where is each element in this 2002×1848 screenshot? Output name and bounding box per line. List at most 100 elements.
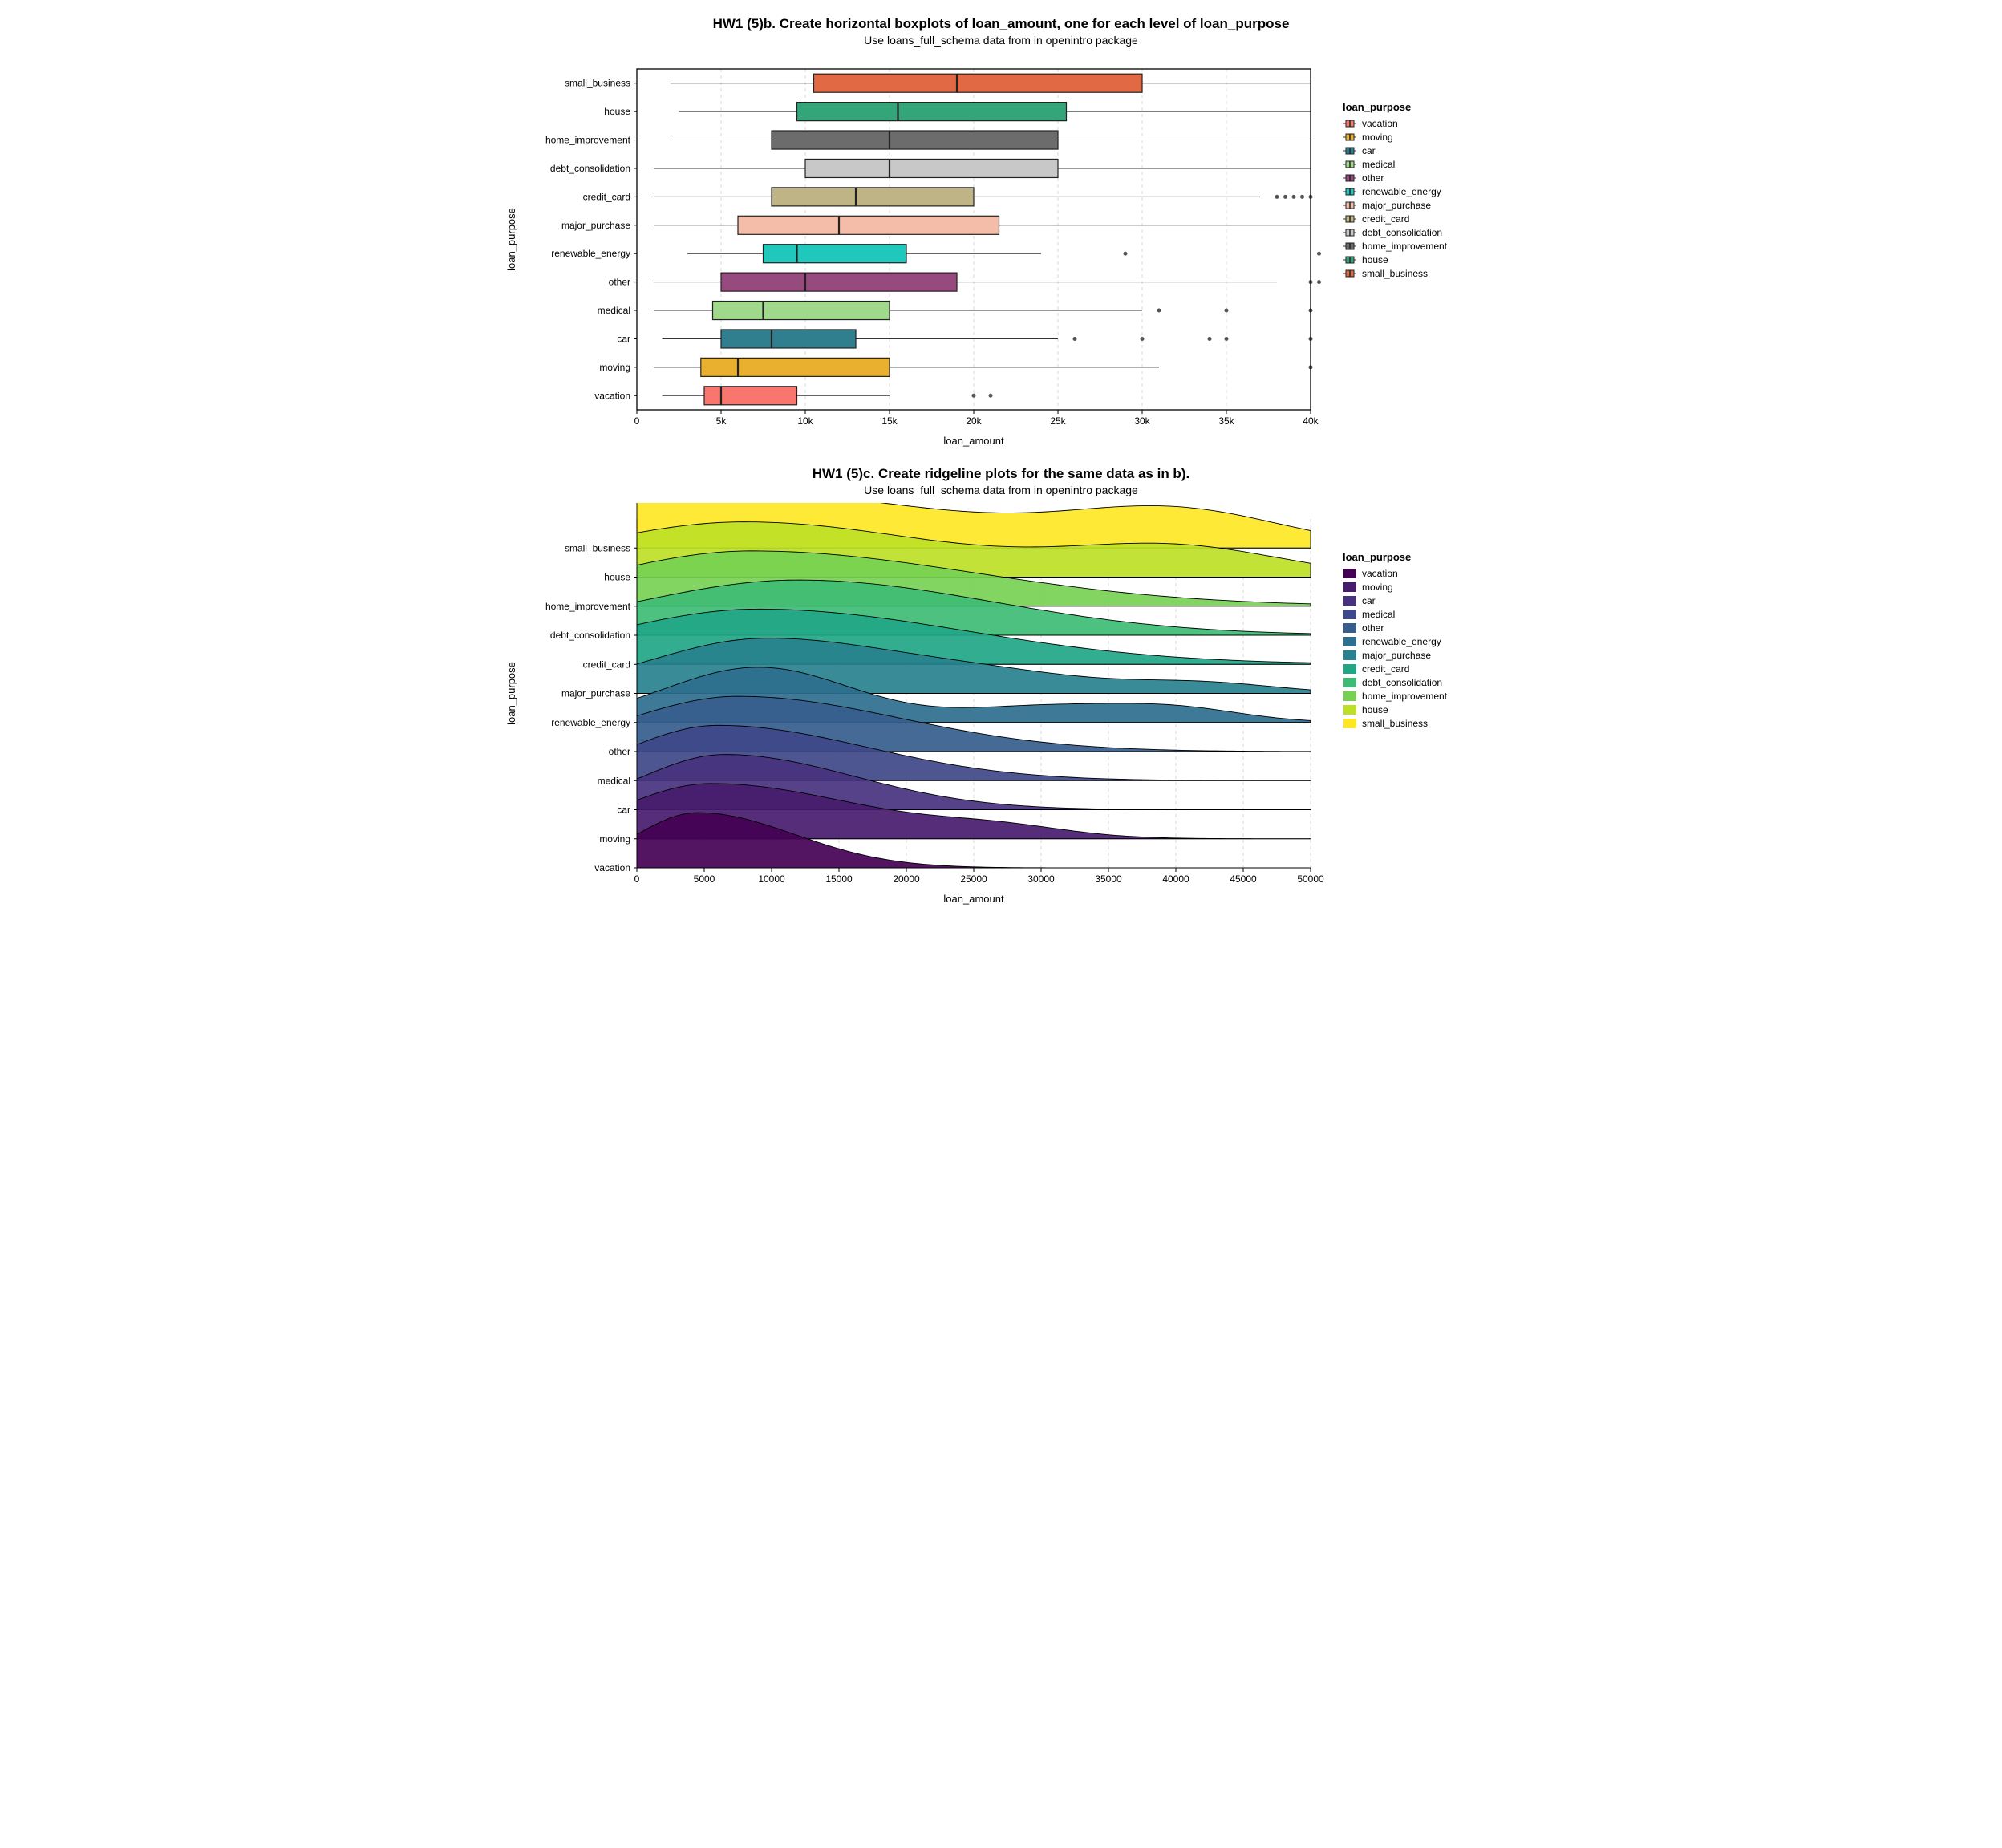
legend-swatch [1343, 241, 1357, 252]
legend-label: small_business [1362, 268, 1428, 279]
legend-item: house [1343, 254, 1447, 265]
svg-text:other: other [609, 746, 630, 757]
legend-label: vacation [1362, 568, 1398, 579]
svg-text:10000: 10000 [758, 873, 785, 885]
boxplot-subtitle: Use loans_full_schema data from in openi… [500, 34, 1502, 47]
boxplot-svg: 05k10k15k20k25k30k35k40kvacationmovingca… [500, 53, 1327, 454]
svg-text:30000: 30000 [1027, 873, 1055, 885]
svg-text:house: house [604, 106, 630, 117]
legend-label: major_purchase [1362, 200, 1431, 211]
svg-text:35000: 35000 [1095, 873, 1122, 885]
svg-text:home_improvement: home_improvement [545, 601, 631, 612]
svg-text:10k: 10k [797, 415, 813, 427]
legend-label: major_purchase [1362, 650, 1431, 661]
legend-label: renewable_energy [1362, 186, 1441, 197]
ridgeline-plot-area: 0500010000150002000025000300003500040000… [500, 503, 1327, 916]
legend-item: medical [1343, 609, 1447, 620]
legend-item: vacation [1343, 118, 1447, 129]
legend-label: other [1362, 622, 1384, 634]
svg-text:loan_purpose: loan_purpose [505, 208, 517, 271]
legend-label: medical [1362, 609, 1395, 620]
svg-text:25k: 25k [1050, 415, 1066, 427]
svg-text:car: car [617, 804, 630, 816]
svg-text:debt_consolidation: debt_consolidation [550, 163, 630, 174]
svg-text:5k: 5k [716, 415, 727, 427]
svg-text:20000: 20000 [893, 873, 920, 885]
svg-text:0: 0 [634, 415, 640, 427]
svg-text:other: other [609, 277, 630, 288]
svg-text:loan_amount: loan_amount [943, 893, 1004, 905]
legend-item: moving [1343, 132, 1447, 143]
legend-swatch [1343, 582, 1357, 593]
svg-text:loan_purpose: loan_purpose [505, 662, 517, 725]
legend-label: credit_card [1362, 663, 1409, 675]
svg-text:40000: 40000 [1162, 873, 1189, 885]
legend-item: major_purchase [1343, 200, 1447, 211]
svg-text:0: 0 [634, 873, 640, 885]
svg-text:30k: 30k [1134, 415, 1150, 427]
svg-text:car: car [617, 333, 630, 344]
svg-text:debt_consolidation: debt_consolidation [550, 630, 630, 641]
legend-label: home_improvement [1362, 241, 1447, 252]
legend-label: small_business [1362, 718, 1428, 729]
legend-item: home_improvement [1343, 241, 1447, 252]
legend-label: moving [1362, 132, 1393, 143]
legend-label: house [1362, 254, 1388, 265]
legend-label: credit_card [1362, 213, 1409, 225]
legend-label: moving [1362, 582, 1393, 593]
svg-text:5000: 5000 [694, 873, 715, 885]
legend-swatch [1343, 622, 1357, 634]
legend-swatch [1343, 595, 1357, 606]
svg-text:credit_card: credit_card [583, 659, 630, 670]
legend-label: other [1362, 172, 1384, 184]
legend-item: other [1343, 172, 1447, 184]
svg-text:renewable_energy: renewable_energy [551, 248, 630, 259]
legend-label: car [1362, 145, 1376, 156]
legend-label: medical [1362, 159, 1395, 170]
legend-swatch [1343, 213, 1357, 225]
svg-text:moving: moving [599, 362, 630, 373]
svg-text:house: house [604, 572, 630, 583]
legend-swatch [1343, 636, 1357, 647]
svg-text:loan_amount: loan_amount [943, 435, 1004, 447]
legend-swatch [1343, 200, 1357, 211]
legend-item: major_purchase [1343, 650, 1447, 661]
legend-label: house [1362, 704, 1388, 715]
svg-text:credit_card: credit_card [583, 191, 630, 202]
legend-item: small_business [1343, 718, 1447, 729]
legend-label: home_improvement [1362, 691, 1447, 702]
legend-swatch [1343, 704, 1357, 715]
boxplot-plot-area: 05k10k15k20k25k30k35k40kvacationmovingca… [500, 53, 1327, 458]
svg-text:small_business: small_business [565, 542, 630, 553]
boxplot-legend-title: loan_purpose [1343, 101, 1447, 113]
svg-text:50000: 50000 [1297, 873, 1324, 885]
legend-item: house [1343, 704, 1447, 715]
ridgeline-title: HW1 (5)c. Create ridgeline plots for the… [500, 466, 1502, 482]
legend-swatch [1343, 145, 1357, 156]
legend-swatch [1343, 186, 1357, 197]
legend-item: car [1343, 595, 1447, 606]
legend-item: vacation [1343, 568, 1447, 579]
legend-item: renewable_energy [1343, 636, 1447, 647]
boxplot-chart: HW1 (5)b. Create horizontal boxplots of … [500, 16, 1502, 458]
legend-item: medical [1343, 159, 1447, 170]
svg-text:15000: 15000 [825, 873, 853, 885]
ridgeline-chart: HW1 (5)c. Create ridgeline plots for the… [500, 466, 1502, 916]
svg-text:home_improvement: home_improvement [545, 135, 631, 146]
svg-text:medical: medical [598, 775, 630, 786]
ridgeline-legend-title: loan_purpose [1343, 551, 1447, 563]
svg-text:40k: 40k [1303, 415, 1319, 427]
svg-text:45000: 45000 [1230, 873, 1257, 885]
legend-item: car [1343, 145, 1447, 156]
legend-swatch [1343, 691, 1357, 702]
svg-text:medical: medical [598, 305, 630, 316]
svg-text:major_purchase: major_purchase [561, 688, 630, 699]
boxplot-title: HW1 (5)b. Create horizontal boxplots of … [500, 16, 1502, 32]
svg-text:major_purchase: major_purchase [561, 220, 630, 231]
legend-swatch [1343, 268, 1357, 279]
legend-item: debt_consolidation [1343, 677, 1447, 688]
legend-label: debt_consolidation [1362, 677, 1442, 688]
svg-text:15k: 15k [881, 415, 898, 427]
svg-text:20k: 20k [966, 415, 982, 427]
legend-swatch [1343, 677, 1357, 688]
